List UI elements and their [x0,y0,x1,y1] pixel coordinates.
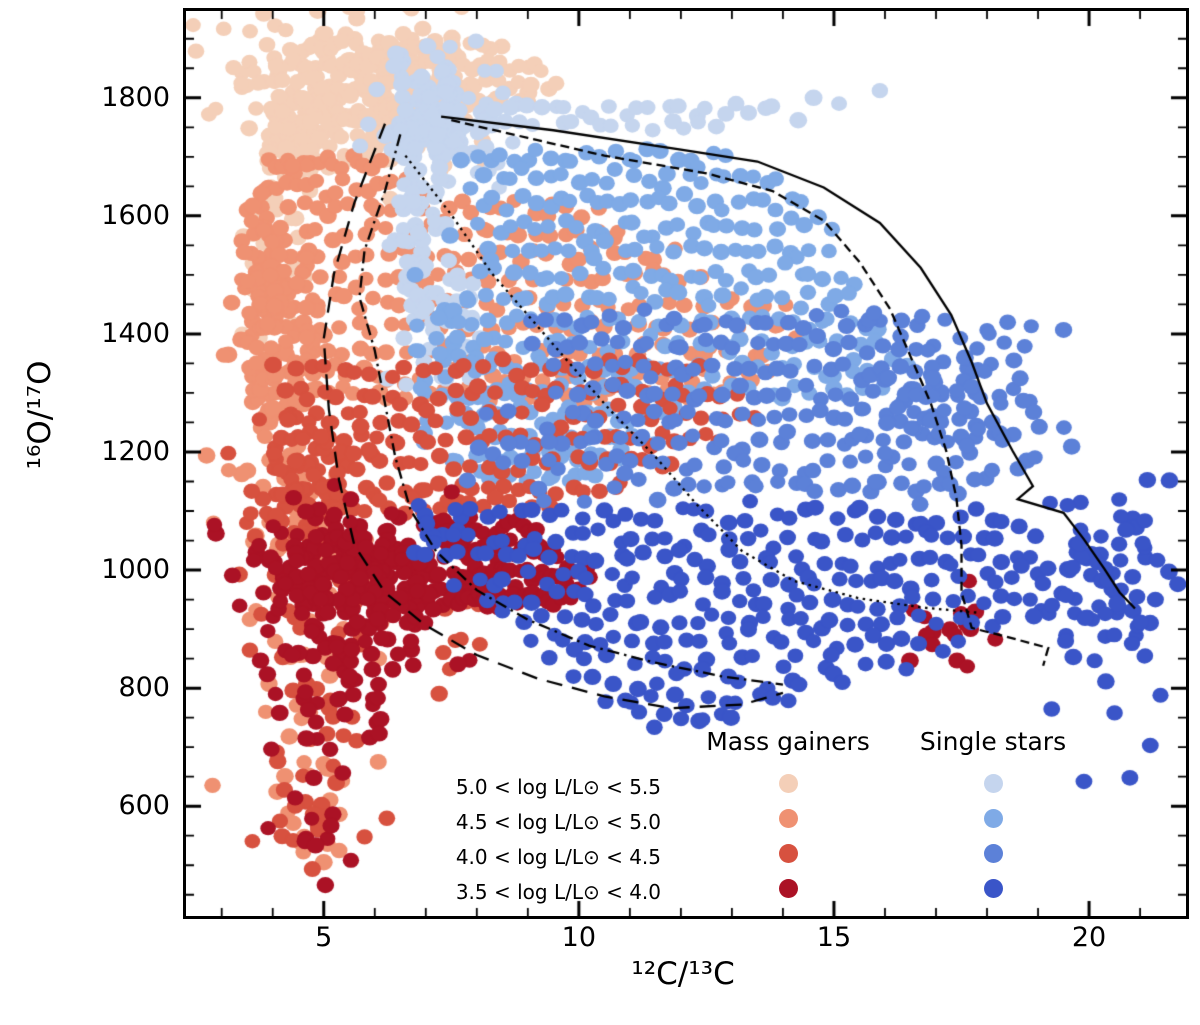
y-tick-label: 1400 [101,317,170,349]
y-tick-label: 1000 [101,554,170,586]
y-tick-label: 600 [118,790,170,822]
y-tick-label: 1200 [101,435,170,467]
x-axis-label: ¹²C/¹³C [631,956,735,992]
scatter-canvas [186,11,1186,916]
plot-area: Mass gainers Single stars 5.0 < log L/L⊙… [183,8,1189,919]
x-tick-label: 20 [1071,922,1107,953]
x-tick-label: 15 [816,922,852,953]
y-tick-label: 1800 [101,81,170,113]
x-tick-label: 10 [561,922,597,953]
x-tick-label: 5 [315,922,333,953]
y-axis-label: ¹⁶O/¹⁷O [22,360,58,470]
y-tick-label: 800 [118,672,170,704]
y-tick-label: 1600 [101,199,170,231]
